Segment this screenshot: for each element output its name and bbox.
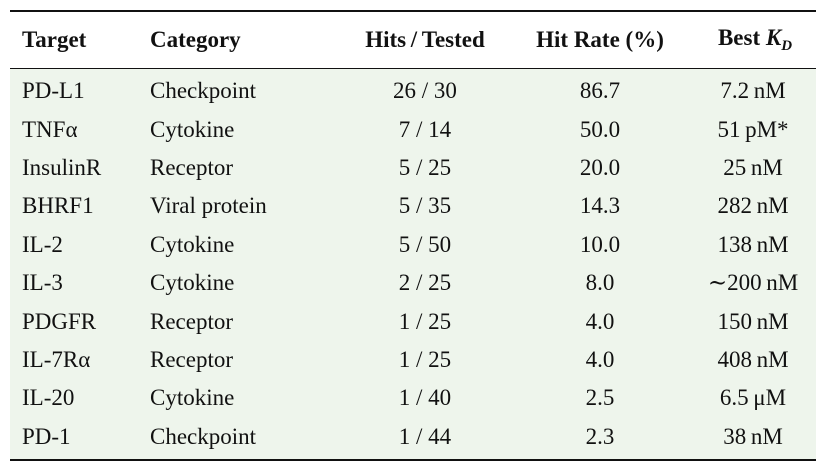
header-cell: Category <box>150 27 241 52</box>
table-cell: IL-20 <box>22 385 75 411</box>
table-cell: 14.3 <box>579 193 621 219</box>
table-cell: 86.7 <box>579 78 621 104</box>
table-cell: TNFα <box>22 116 78 142</box>
table-row: BHRF1 Viral protein 5 / 35 14.3 282 nM <box>10 187 816 225</box>
table-cell: 138 nM <box>717 231 789 257</box>
header-cell: Hit Rate (%) <box>536 27 664 52</box>
table-cell: 408 nM <box>717 346 789 372</box>
table-cell: 10.0 <box>579 231 621 257</box>
header-symbol: K <box>765 25 782 50</box>
table-cell: 4.0 <box>585 308 615 334</box>
table-cell: 150 nM <box>717 308 789 334</box>
bottom-rule <box>10 458 816 461</box>
table-cell: Cytokine <box>150 270 235 296</box>
table-cell: 7 / 14 <box>398 116 452 142</box>
header-text: Best <box>717 25 761 50</box>
table-cell: InsulinR <box>22 154 102 180</box>
table-body: PD-L1 Checkpoint 26 / 30 86.7 7.2 nM TNFα Cyto… <box>10 69 816 459</box>
table-cell: 2.5 <box>585 385 615 411</box>
table-cell: Viral protein <box>150 193 267 219</box>
table-row: IL-7Rα Receptor 1 / 25 4.0 408 nM <box>10 341 816 379</box>
table-cell: 26 / 30 <box>393 78 457 104</box>
table-row: IL-3 Cytokine 2 / 25 8.0 ∼200 nM <box>10 264 816 302</box>
table-cell: 4.0 <box>585 346 615 372</box>
table-row: PDGFR Receptor 1 / 25 4.0 150 nM <box>10 302 816 340</box>
table-cell: PD-L1 <box>22 78 85 104</box>
table-cell: PD-1 <box>22 423 71 449</box>
table-cell: 51 pM* <box>717 116 789 142</box>
table-cell: IL-7Rα <box>22 346 91 372</box>
table-cell: 1 / 25 <box>398 346 452 372</box>
table-row: InsulinR Receptor 5 / 25 20.0 25 nM <box>10 149 816 187</box>
table-cell: BHRF1 <box>22 193 94 219</box>
header-subscript: D <box>781 38 793 54</box>
table-cell: 1 / 40 <box>398 385 452 411</box>
table-row: IL-2 Cytokine 5 / 50 10.0 138 nM <box>10 226 816 264</box>
table-cell: Receptor <box>150 346 234 372</box>
table-cell: 50.0 <box>579 116 621 142</box>
table-cell: Cytokine <box>150 231 235 257</box>
table-cell: 7.2 nM <box>720 78 786 104</box>
table-cell: 2 / 25 <box>398 270 452 296</box>
table-cell: Cytokine <box>150 116 235 142</box>
table-cell: 5 / 25 <box>398 154 452 180</box>
table-cell: 38 nM <box>723 423 783 449</box>
table-cell: Receptor <box>150 154 234 180</box>
header-row: Target Category Hits / Tested Hit Rate (%) B… <box>10 12 816 68</box>
table: Target Category Hits / Tested Hit Rate (%) B… <box>10 10 816 461</box>
table-row: PD-1 Checkpoint 1 / 44 2.3 38 nM <box>10 418 816 456</box>
table-cell: Cytokine <box>150 385 235 411</box>
table-cell: IL-3 <box>22 270 63 296</box>
table-cell: Receptor <box>150 308 234 334</box>
header-cell: Hits / Tested <box>365 27 485 52</box>
table-cell: ∼200 nM <box>707 270 799 296</box>
table-cell: 1 / 44 <box>398 423 452 449</box>
table-cell: 5 / 50 <box>398 231 452 257</box>
table-cell: 20.0 <box>579 154 621 180</box>
header-rule <box>10 68 816 69</box>
table-cell: 6.5 μM <box>719 385 787 411</box>
table-row: TNFα Cytokine 7 / 14 50.0 51 pM* <box>10 110 816 148</box>
table-cell: 25 nM <box>723 154 783 180</box>
table-cell: 2.3 <box>585 423 615 449</box>
table-cell: 282 nM <box>717 193 789 219</box>
table-cell: Checkpoint <box>150 78 257 104</box>
header-cell: Best KD <box>690 25 816 55</box>
table-row: PD-L1 Checkpoint 26 / 30 86.7 7.2 nM <box>10 72 816 110</box>
table-cell: 5 / 35 <box>398 193 452 219</box>
table-cell: IL-2 <box>22 231 63 257</box>
table-cell: PDGFR <box>22 308 97 334</box>
table-cell: Checkpoint <box>150 423 257 449</box>
header-cell: Target <box>22 27 87 52</box>
top-rule <box>10 10 816 12</box>
table-cell: 1 / 25 <box>398 308 452 334</box>
table-cell: 8.0 <box>585 270 615 296</box>
table-row: IL-20 Cytokine 1 / 40 2.5 6.5 μM <box>10 379 816 417</box>
